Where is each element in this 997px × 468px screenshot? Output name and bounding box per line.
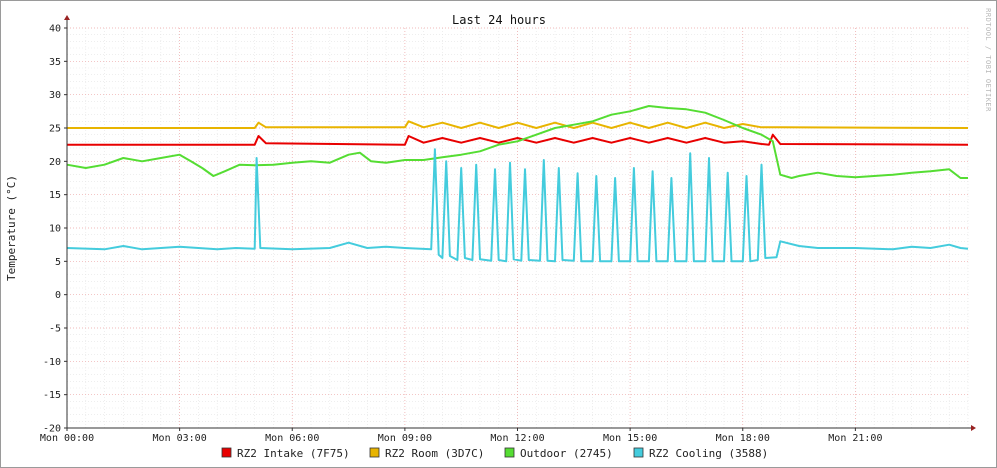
x-tick-label: Mon 03:00 [153,433,207,444]
y-tick-label: 35 [49,57,61,68]
series-line-1 [67,133,969,146]
y-tick-label: -5 [49,324,61,335]
y-tick-label: 30 [49,90,61,101]
legend-swatch [369,447,380,458]
x-tick-label: Mon 18:00 [716,433,770,444]
series-line-3 [66,105,968,179]
y-axis-arrow [64,15,70,20]
y-tick-label: 25 [49,124,61,135]
y-tick-label: 10 [49,224,61,235]
y-tick-label: 5 [55,257,61,268]
legend-swatch [221,447,232,458]
grid [66,27,969,429]
x-tick-label: Mon 09:00 [378,433,432,444]
y-axis-label: Temperature (°C) [5,175,18,281]
y-tick-label: 40 [49,24,61,35]
chart-title: Last 24 hours [452,13,546,27]
x-tick-label: Mon 12:00 [490,433,544,444]
x-axis-arrow [971,425,976,431]
x-tick-label: Mon 21:00 [828,433,882,444]
legend-label: Outdoor (2745) [520,447,613,460]
y-tick-label: 0 [55,290,61,301]
x-tick-label: Mon 15:00 [603,433,657,444]
x-tick-label: Mon 06:00 [265,433,319,444]
y-tick-label: 20 [49,157,61,168]
legend-label: RZ2 Room (3D7C) [385,447,484,460]
legend-label: RZ2 Cooling (3588) [649,447,768,460]
series-line-4 [66,148,969,263]
y-tick-label: -10 [43,357,61,368]
y-tick-label: -15 [43,390,61,401]
legend-label: RZ2 Intake (7F75) [237,447,350,460]
legend: RZ2 Intake (7F75) RZ2 Room (3D7C) Outdoor … [221,447,768,460]
axes: -20 -15 -10 -5 0 5 10 15 20 25 30 35 40 Mon 00:00 Mon … [40,15,976,444]
legend-swatch [633,447,644,458]
y-tick-label: -20 [43,424,61,435]
rrdtool-watermark: RRDTOOL / TOBI OETIKER [984,8,992,112]
y-tick-label: 15 [49,190,61,201]
series-lines [66,105,969,263]
x-tick-label: Mon 00:00 [40,433,94,444]
legend-swatch [504,447,515,458]
series-line-2 [67,120,969,129]
